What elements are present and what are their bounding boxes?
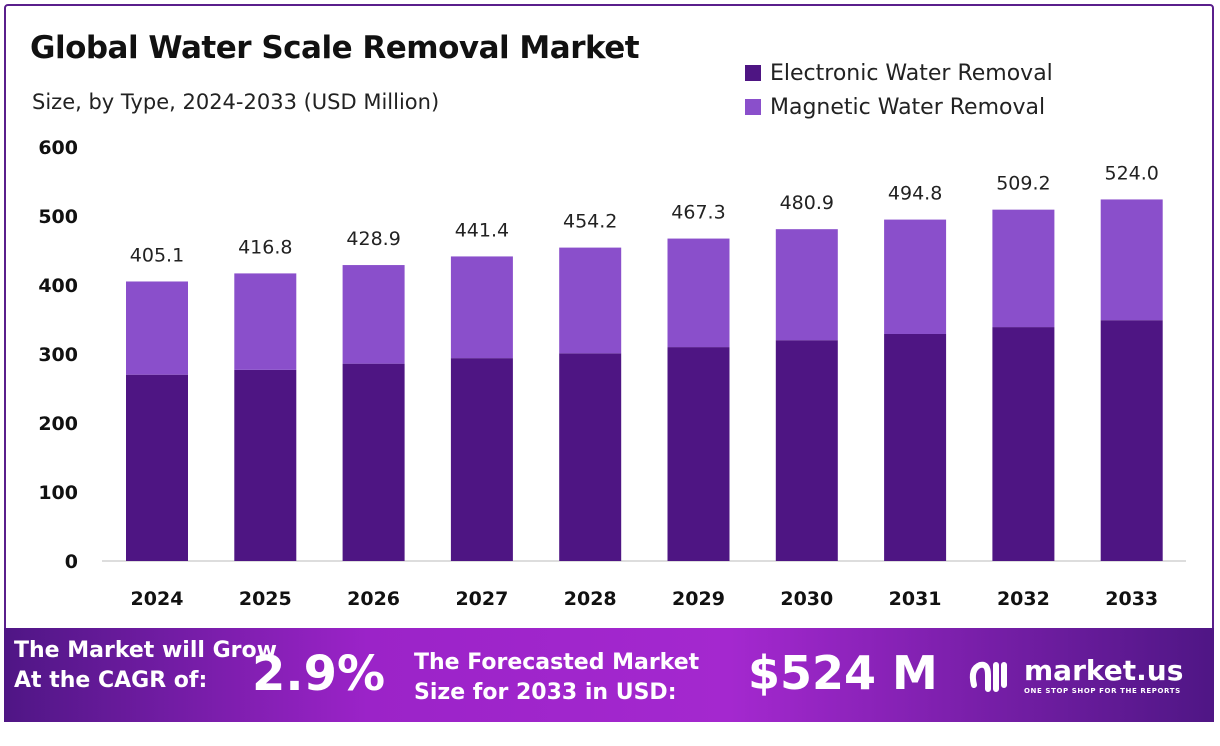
bar-segment-magnetic [775,229,838,341]
y-tick-label: 200 [38,413,78,435]
x-tick-label: 2028 [564,588,617,610]
x-tick-label: 2032 [997,588,1050,610]
total-data-label: 524.0 [1104,162,1158,184]
legend-label: Magnetic Water Removal [770,94,1046,120]
y-tick-label: 300 [38,344,78,366]
legend: Electronic Water Removal Magnetic Water … [745,56,1053,124]
logo-name: market.us [1024,654,1184,687]
logo-tagline: ONE STOP SHOP FOR THE REPORTS [1024,687,1181,695]
cagr-value: 2.9% [252,646,386,702]
x-tick-label: 2029 [672,588,725,610]
market-us-logo: market.us ONE STOP SHOP FOR THE REPORTS [966,654,1183,695]
footer-banner: The Market will Grow At the CAGR of: 2.9%… [4,628,1214,722]
forecast-line1: The Forecasted Market [414,650,700,675]
bar-segment-magnetic [450,256,513,359]
total-data-label: 494.8 [888,183,942,205]
logo-icon [969,661,1007,692]
bar-segment-magnetic [342,265,405,364]
y-tick-label: 100 [38,482,78,504]
y-tick-label: 600 [38,137,78,159]
legend-item-magnetic: Magnetic Water Removal [745,90,1053,124]
legend-swatch [745,65,761,81]
bar-segment-electronic [992,327,1055,561]
bar-segment-magnetic [126,281,188,375]
forecast-value: $524 M [748,646,938,700]
bar-segment-electronic [450,358,513,561]
x-tick-label: 2025 [239,588,292,610]
bar-segment-magnetic [667,238,730,348]
cagr-line2: At the CAGR of: [14,668,208,693]
bar-segment-magnetic [884,219,947,334]
bar-segment-electronic [559,353,622,561]
x-tick-label: 2027 [455,588,508,610]
forecast-label: The Forecasted Market Size for 2033 in US… [414,648,699,708]
bar-segment-magnetic [1100,199,1163,321]
total-data-label: 480.9 [780,192,834,214]
total-data-label: 416.8 [238,236,292,258]
x-tick-label: 2033 [1105,588,1158,610]
total-data-label: 441.4 [455,219,509,241]
y-tick-label: 0 [65,551,78,573]
cagr-label: The Market will Grow At the CAGR of: [14,636,277,696]
total-data-label: 405.1 [130,244,184,266]
total-data-label: 509.2 [996,173,1050,195]
bar-segment-magnetic [234,273,297,370]
bar-segment-magnetic [992,209,1055,328]
legend-label: Electronic Water Removal [770,60,1053,86]
bar-segment-electronic [126,374,188,561]
total-data-label: 467.3 [671,202,725,224]
x-tick-label: 2026 [347,588,400,610]
y-tick-label: 400 [38,275,78,297]
bar-segment-electronic [775,340,838,561]
forecast-line2: Size for 2033 in USD: [414,680,677,705]
bar-segment-electronic [667,347,730,561]
chart-title: Global Water Scale Removal Market [30,30,640,66]
chart-subtitle: Size, by Type, 2024-2033 (USD Million) [32,90,440,114]
bar-segment-magnetic [559,247,622,354]
cagr-line1: The Market will Grow [14,638,277,663]
x-tick-label: 2031 [889,588,942,610]
bar-segment-electronic [342,363,405,561]
bar-segment-electronic [1100,320,1163,561]
legend-swatch [745,99,761,115]
x-tick-label: 2024 [131,588,184,610]
total-data-label: 454.2 [563,211,617,233]
bar-segment-electronic [234,369,297,561]
x-tick-label: 2030 [780,588,833,610]
total-data-label: 428.9 [346,228,400,250]
bar-chart: 0 100 200 300 400 500 600 405.1 2024 416.8 2025 428… [38,137,1186,610]
y-tick-label: 500 [38,206,78,228]
bar-segment-electronic [884,333,947,561]
legend-item-electronic: Electronic Water Removal [745,56,1053,90]
